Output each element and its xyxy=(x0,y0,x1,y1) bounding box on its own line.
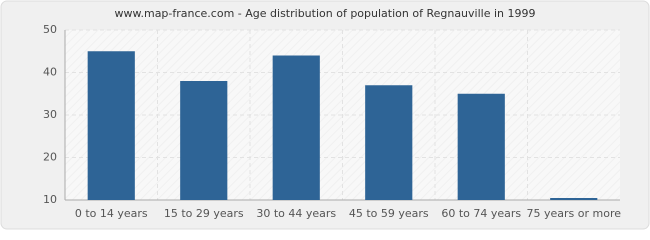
chart: www.map-france.com - Age distribution of… xyxy=(0,0,650,230)
bar xyxy=(365,85,413,200)
x-tick-label: 60 to 74 years xyxy=(441,207,521,220)
x-tick-label: 45 to 59 years xyxy=(349,207,429,220)
x-tick-label: 0 to 14 years xyxy=(75,207,148,220)
y-tick-label: 30 xyxy=(43,108,57,121)
x-tick-label: 75 years or more xyxy=(526,207,621,220)
y-tick-label: 50 xyxy=(43,23,57,36)
bar xyxy=(272,55,320,200)
x-tick-label: 15 to 29 years xyxy=(164,207,244,220)
y-tick-label: 10 xyxy=(43,193,57,206)
bar xyxy=(457,93,505,200)
chart-title: www.map-france.com - Age distribution of… xyxy=(115,7,536,20)
bar xyxy=(550,198,598,200)
bar xyxy=(180,81,228,200)
y-tick-label: 40 xyxy=(43,66,57,79)
bar xyxy=(87,51,135,200)
x-tick-label: 30 to 44 years xyxy=(256,207,336,220)
y-tick-label: 20 xyxy=(43,151,57,164)
